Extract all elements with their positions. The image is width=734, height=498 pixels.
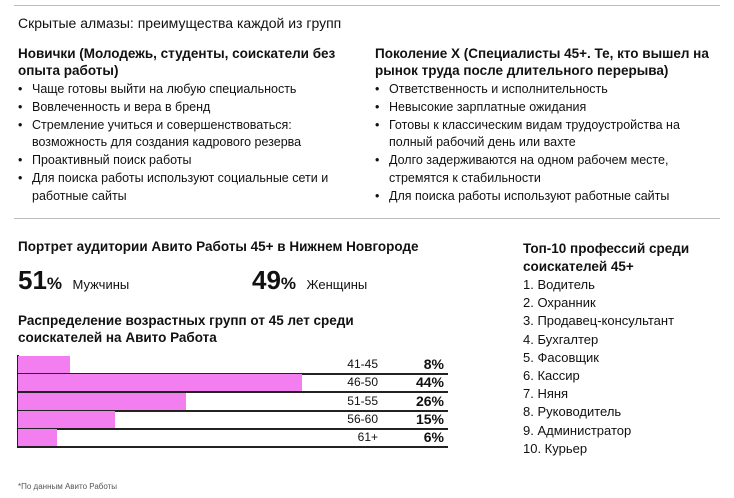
list-item: Вовлеченность и вера в бренд bbox=[18, 99, 348, 117]
women-value: 49 bbox=[252, 265, 281, 295]
chart-title: Распределение возрастных групп от 45 лет… bbox=[18, 313, 354, 345]
genx-column: Поколение Х (Специалисты 45+. Те, кто вы… bbox=[375, 45, 720, 206]
men-label: Мужчины bbox=[72, 277, 130, 292]
list-item: Проактивный поиск работы bbox=[18, 152, 348, 170]
category-label: 61+ bbox=[357, 430, 378, 445]
list-item: Долго задерживаются на одном рабочем мес… bbox=[375, 152, 720, 188]
category-label: 51-55 bbox=[347, 393, 378, 408]
newcomers-column: Новички (Молодежь, студенты, соискатели … bbox=[18, 45, 348, 206]
chart-row: 51-55 26% bbox=[18, 392, 448, 412]
profession-item: 8. Руководитель bbox=[523, 404, 622, 420]
category-label: 56-60 bbox=[347, 411, 378, 426]
list-item: Готовы к классическим видам трудоустройс… bbox=[375, 117, 720, 153]
chart-row: 61+ 6% bbox=[18, 429, 448, 449]
top10-heading: Топ-10 профессий среди соискателей 45+ bbox=[523, 241, 690, 274]
list-item: Для поиска работы используют работные са… bbox=[375, 188, 720, 206]
footnote: *По данным Авито Работы bbox=[18, 482, 118, 491]
top-divider bbox=[14, 5, 720, 6]
chart-bar bbox=[18, 429, 57, 447]
value-label: 6% bbox=[423, 429, 444, 446]
chart-bar bbox=[18, 410, 115, 428]
women-label: Женщины bbox=[306, 277, 368, 292]
genx-heading: Поколение Х (Специалисты 45+. Те, кто вы… bbox=[375, 46, 709, 78]
profession-item: 4. Бухгалтер bbox=[523, 331, 599, 347]
profession-item: 5. Фасовщик bbox=[523, 349, 599, 365]
chart-bar bbox=[18, 392, 186, 410]
list-item: Стремление учиться и совершенствоваться:… bbox=[18, 117, 348, 153]
list-item: Невысокие зарплатные ожидания bbox=[375, 99, 720, 117]
chart-row: 41-45 8% bbox=[18, 356, 448, 375]
chart-bar bbox=[18, 356, 70, 373]
women-unit: % bbox=[280, 274, 297, 293]
chart-row: 56-60 15% bbox=[18, 410, 448, 430]
page-title: Скрытые алмазы: преимущества каждой из г… bbox=[18, 15, 342, 31]
profession-item: 2. Охранник bbox=[523, 295, 596, 311]
men-stat: 51% Мужчины bbox=[18, 265, 129, 296]
profession-item: 3. Продавец-консультант bbox=[523, 313, 675, 329]
profession-item: 9. Администратор bbox=[523, 422, 632, 438]
chart-bar bbox=[18, 374, 302, 392]
newcomers-heading: Новички (Молодежь, студенты, соискатели … bbox=[18, 46, 336, 78]
women-stat: 49% Женщины bbox=[252, 265, 367, 296]
list-item: Чаще готовы выйти на любую специальность bbox=[18, 81, 348, 99]
profession-item: 1. Водитель bbox=[523, 277, 595, 292]
portrait-heading: Портрет аудитории Авито Работы 45+ в Ниж… bbox=[18, 239, 419, 254]
top10-list: 1. Водитель 2. Охранник 3. Продавец-консул… bbox=[523, 276, 674, 458]
list-item: Для поиска работы используют социальные … bbox=[18, 170, 348, 206]
profession-item: 10. Курьер bbox=[523, 440, 588, 456]
category-label: 46-50 bbox=[347, 375, 378, 390]
category-label: 41-45 bbox=[347, 357, 378, 371]
men-unit: % bbox=[46, 274, 63, 293]
profession-item: 6. Кассир bbox=[523, 368, 580, 384]
profession-item: 7. Няня bbox=[523, 386, 569, 402]
value-label: 44% bbox=[415, 374, 444, 391]
value-label: 8% bbox=[423, 356, 444, 372]
chart-row: 46-50 44% bbox=[18, 374, 448, 394]
men-value: 51 bbox=[18, 265, 47, 295]
section-divider bbox=[14, 218, 720, 219]
value-label: 26% bbox=[415, 392, 444, 409]
list-item: Ответственность и исполнительность bbox=[375, 81, 720, 99]
value-label: 15% bbox=[415, 410, 444, 427]
